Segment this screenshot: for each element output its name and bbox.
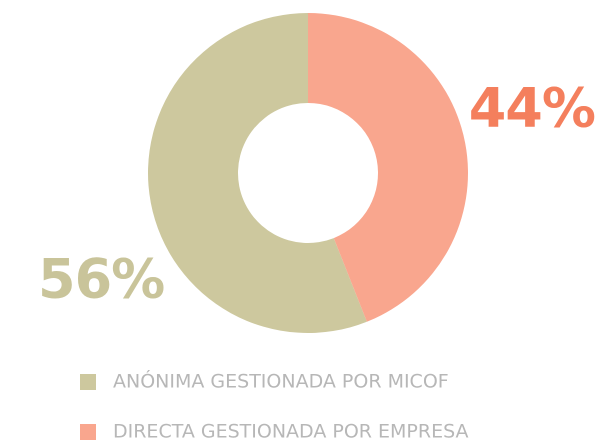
legend-swatch xyxy=(80,424,96,440)
donut-slice xyxy=(308,13,469,322)
legend-label: ANÓNIMA GESTIONADA POR MICOF xyxy=(113,369,449,393)
legend-swatch xyxy=(80,374,96,390)
legend-label: DIRECTA GESTIONADA POR EMPRESA xyxy=(113,421,469,443)
donut-slice xyxy=(148,13,367,333)
value-label: 56% xyxy=(38,248,164,311)
value-label: 44% xyxy=(469,77,595,140)
